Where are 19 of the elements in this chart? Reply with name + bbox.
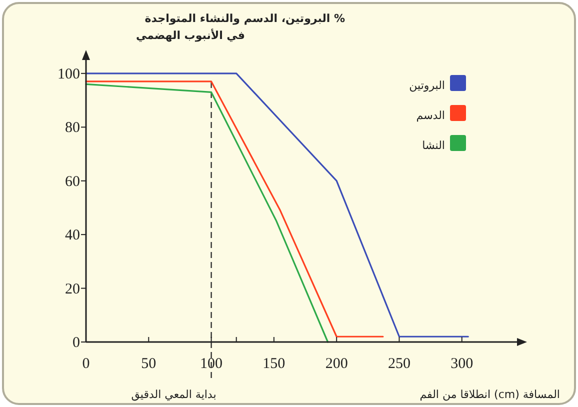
x-tick-label: 100 (200, 356, 223, 372)
y-tick-label: 80 (65, 120, 80, 136)
y-tick-label: 20 (65, 281, 80, 298)
y-tick-label: 100 (58, 66, 80, 82)
x-tick-label: 50 (141, 356, 156, 372)
x-tick-label: 300 (450, 356, 474, 372)
x-tick-label: 0 (82, 356, 90, 372)
x-tick-label: 250 (388, 356, 410, 372)
y-tick-label: 0 (72, 335, 80, 351)
x-tick-label: 150 (262, 356, 286, 372)
legend-label: الدسم (416, 109, 445, 122)
y-tick-label: 40 (65, 228, 80, 244)
chart-title: % البروتين، الدسم والنشاء المتواجدة في الأنبوب الهضمي (136, 12, 345, 42)
x-tick-label: 200 (325, 356, 348, 372)
ref-line-label: بداية المعي الدقيق (131, 388, 216, 401)
legend-label: البروتين (409, 79, 445, 92)
x-axis-title: المسافة (cm) انطلاقا من الفم (420, 388, 560, 401)
y-tick-label: 60 (65, 174, 80, 190)
legend-label: النشا (422, 139, 445, 152)
